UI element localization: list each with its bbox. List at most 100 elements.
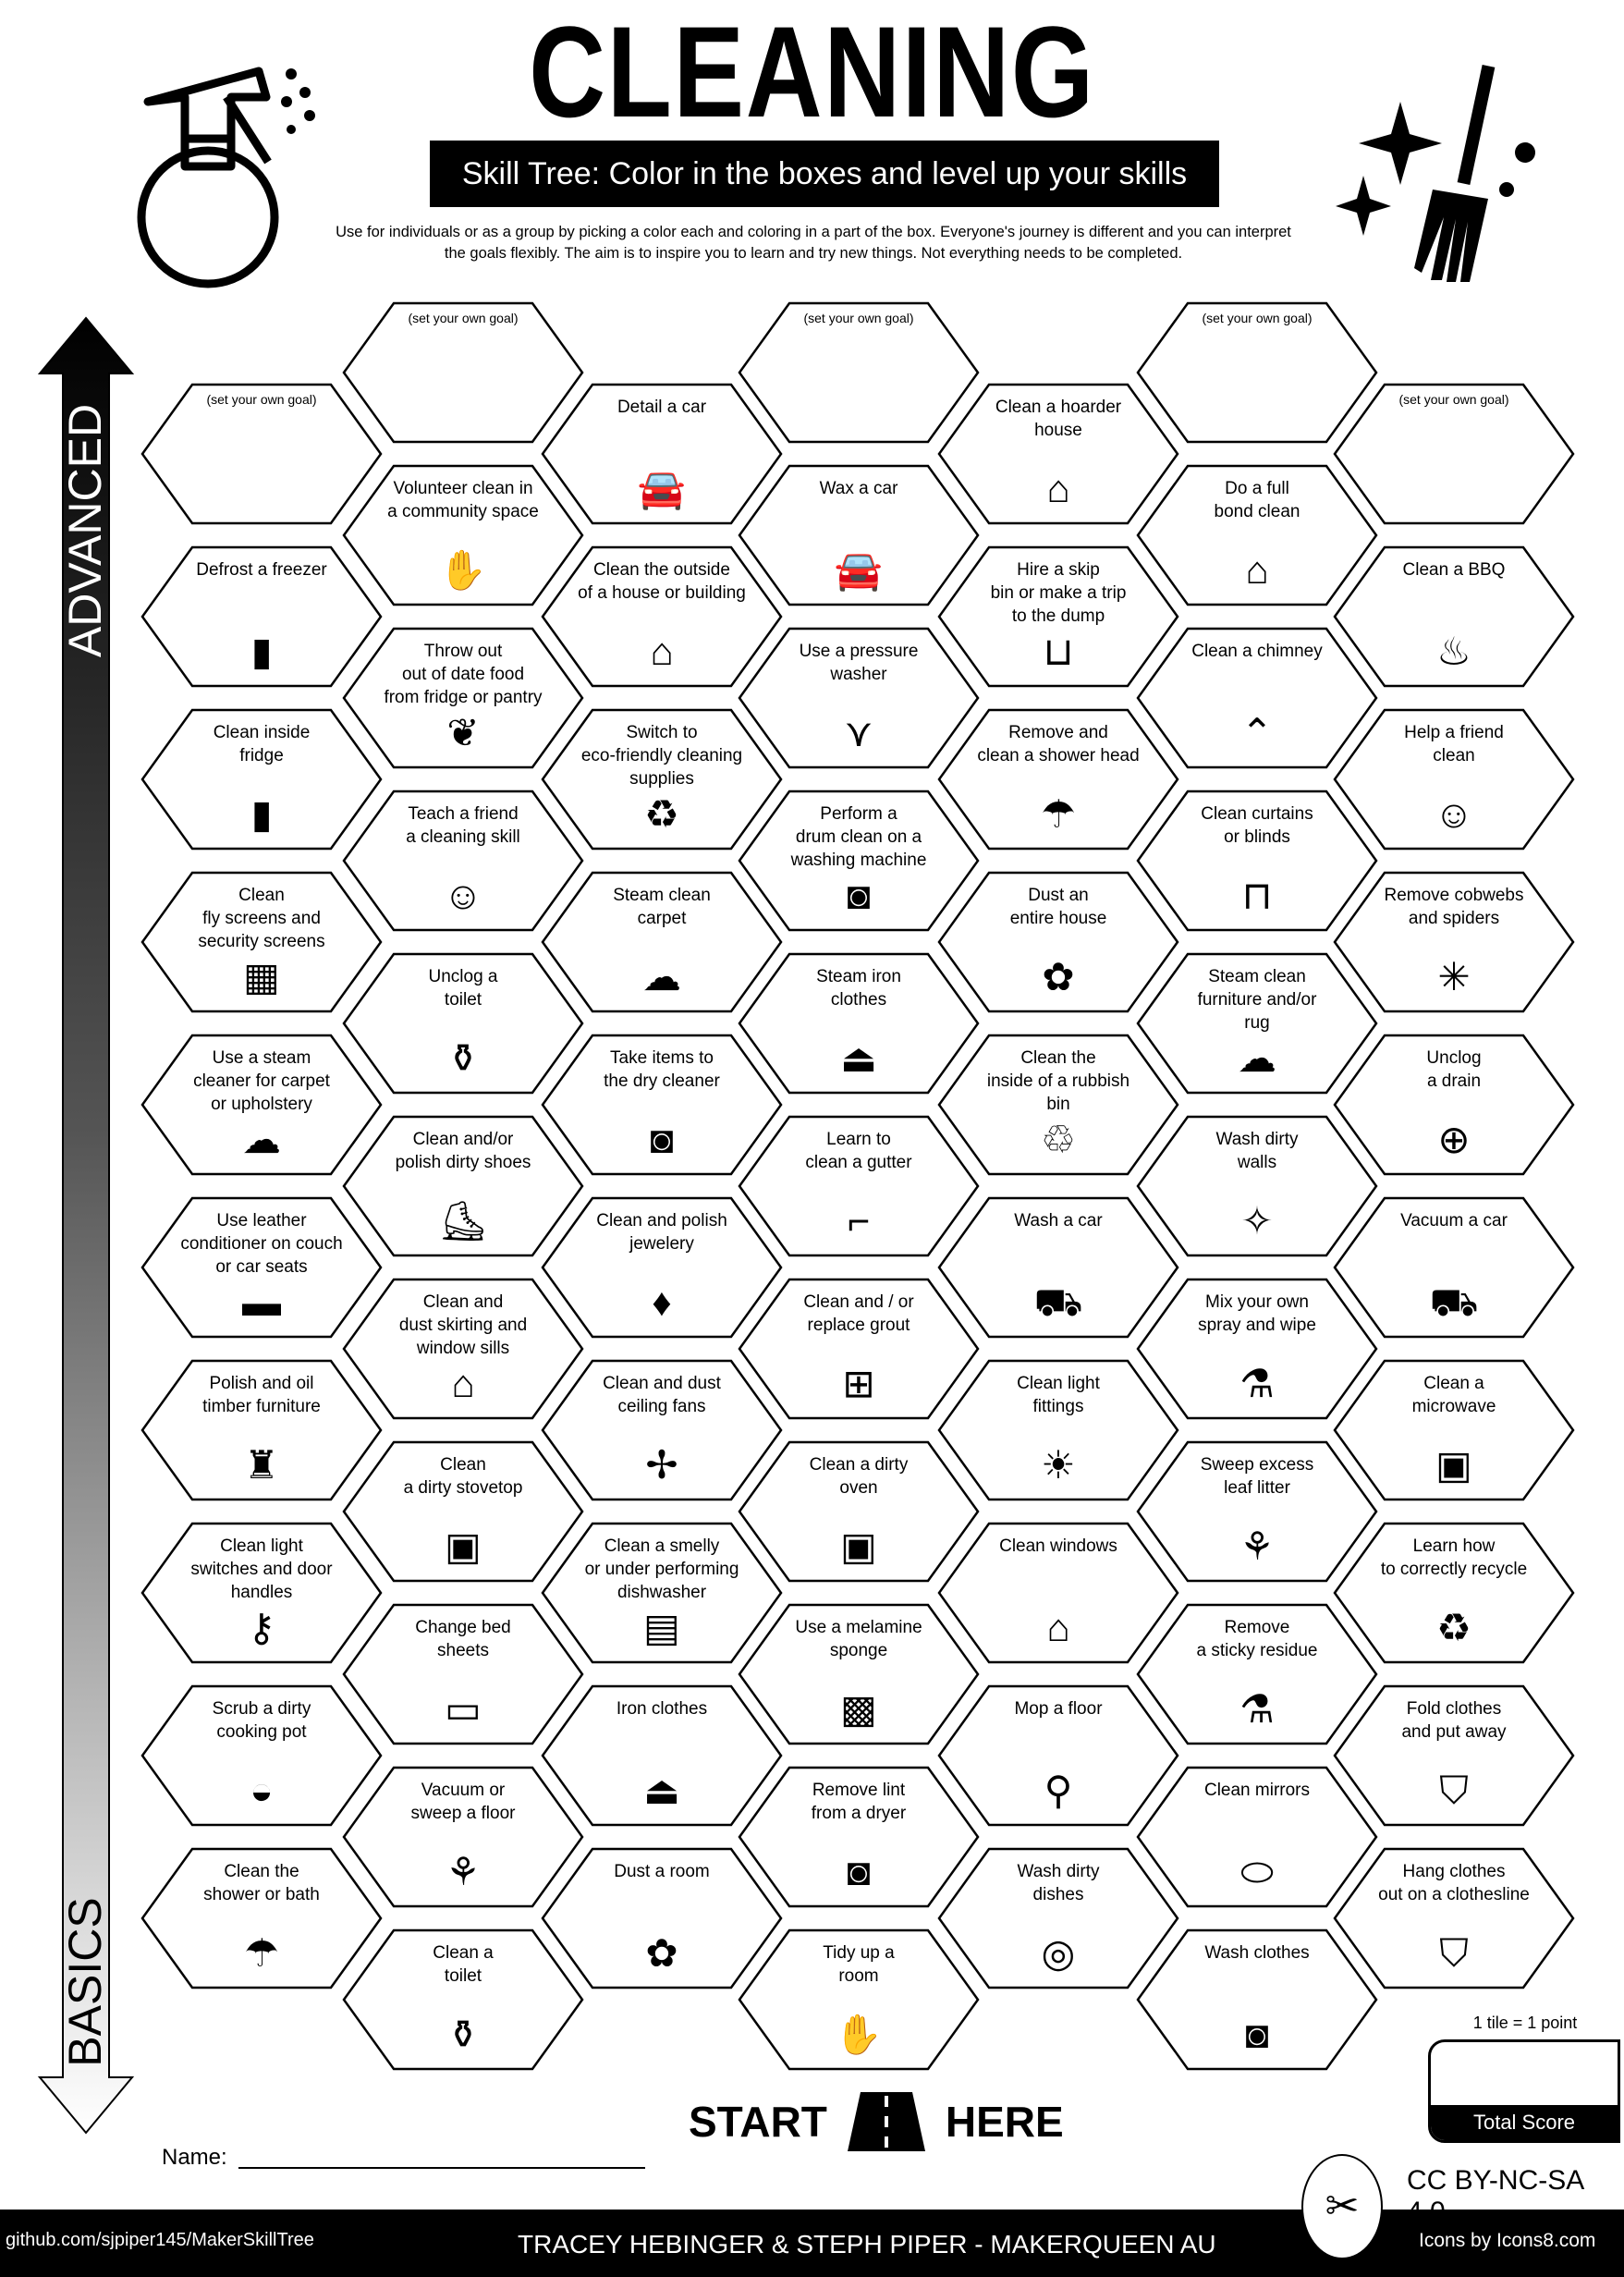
skill-tile[interactable]: Clean a BBQ ♨ xyxy=(1333,545,1575,688)
skill-tile[interactable]: Hang clothes out on a clothesline ⛉ xyxy=(1333,1847,1575,1989)
iron-icon: ⏏ xyxy=(643,1769,680,1812)
skill-tile[interactable]: Polish and oil timber furniture ♜ xyxy=(140,1359,383,1501)
skill-tile[interactable]: Clean a hoarder house ⌂ xyxy=(937,383,1179,525)
skill-tile[interactable]: Switch to eco-friendly cleaning supplies… xyxy=(541,708,783,851)
fan-icon: ✢ xyxy=(645,1443,678,1487)
skill-tile[interactable]: Learn to clean a gutter ⌐ xyxy=(738,1115,980,1257)
hexagon-outline xyxy=(937,1034,1179,1176)
hexagon-outline xyxy=(738,464,980,606)
skill-tile[interactable]: (set your own goal) xyxy=(738,301,980,444)
skill-label: Steam iron clothes xyxy=(816,967,901,1010)
skill-tile[interactable]: Clean and polish jewelery ♦ xyxy=(541,1196,783,1339)
skill-tile[interactable]: Vacuum a car ⛟ xyxy=(1333,1196,1575,1339)
github-link[interactable]: github.com/sjpiper145/MakerSkillTree xyxy=(6,2230,314,2250)
skill-tile[interactable]: Clean a dirty stovetop ▣ xyxy=(342,1440,584,1583)
skill-tile[interactable]: Clean mirrors ⬭ xyxy=(1136,1766,1378,1908)
skill-tile[interactable]: Clean a smelly or under performing dishw… xyxy=(541,1522,783,1664)
skill-tile[interactable]: (set your own goal) xyxy=(140,383,383,525)
skill-tile[interactable]: Clean light switches and door handles ⚷ xyxy=(140,1522,383,1664)
skill-tile[interactable]: Remove lint from a dryer ◙ xyxy=(738,1766,980,1908)
skill-tile[interactable]: Unclog a drain ⊕ xyxy=(1333,1034,1575,1176)
total-score-box[interactable]: Total Score xyxy=(1428,2039,1620,2143)
skill-tile[interactable]: Use a pressure washer ⋎ xyxy=(738,627,980,769)
skill-tile[interactable]: Iron clothes ⏏ xyxy=(541,1684,783,1827)
skill-tile[interactable]: Clean light fittings ☀ xyxy=(937,1359,1179,1501)
skill-label: Learn how to correctly recycle xyxy=(1380,1536,1528,1579)
skill-tile[interactable]: Dust an entire house ✿ xyxy=(937,871,1179,1013)
skill-tile[interactable]: Use a steam cleaner for carpet or uphols… xyxy=(140,1034,383,1176)
skill-tile[interactable]: Mix your own spray and wipe ⚗ xyxy=(1136,1278,1378,1420)
skill-tile[interactable]: Clean a dirty oven ▣ xyxy=(738,1440,980,1583)
icons-credit[interactable]: Icons by Icons8.com xyxy=(1419,2230,1596,2251)
skill-tile[interactable]: Unclog a toilet ⚱ xyxy=(342,952,584,1095)
fridge-icon: ▮ xyxy=(250,792,273,836)
skill-tile[interactable]: Tidy up a room ✋ xyxy=(738,1928,980,2071)
skill-tile[interactable]: Clean inside fridge ▮ xyxy=(140,708,383,851)
skill-tile[interactable]: Clean the shower or bath ☂ xyxy=(140,1847,383,1989)
skill-tile[interactable]: Help a friend clean ☺ xyxy=(1333,708,1575,851)
skill-tile[interactable]: Fold clothes and put away ⛉ xyxy=(1333,1684,1575,1827)
skill-tile[interactable]: Hire a skip bin or make a trip to the du… xyxy=(937,545,1179,688)
skill-tile[interactable]: Clean and / or replace grout ⊞ xyxy=(738,1278,980,1420)
name-label: Name: xyxy=(162,2145,227,2170)
skill-tile[interactable]: Volunteer clean in a community space ✋ xyxy=(342,464,584,606)
skill-tile[interactable]: Take items to the dry cleaner ◙ xyxy=(541,1034,783,1176)
skill-tile[interactable]: Do a full bond clean ⌂ xyxy=(1136,464,1378,606)
skill-tile[interactable]: Throw out out of date food from fridge o… xyxy=(342,627,584,769)
skill-tile[interactable]: Change bed sheets ▭ xyxy=(342,1603,584,1745)
skill-tile[interactable]: Steam clean carpet ☁ xyxy=(541,871,783,1013)
hands-sparkle-icon: ✋ xyxy=(834,2013,884,2056)
skill-tile[interactable]: Use leather conditioner on couch or car … xyxy=(140,1196,383,1339)
hexagon-outline xyxy=(140,1847,383,1989)
skill-tile[interactable]: (set your own goal) xyxy=(342,301,584,444)
skill-tile[interactable]: Wash a car ⛟ xyxy=(937,1196,1179,1339)
skill-tile[interactable]: Dust a room ✿ xyxy=(541,1847,783,1989)
skill-tile[interactable]: Teach a friend a cleaning skill ☺ xyxy=(342,790,584,932)
skill-label: Use a melamine sponge xyxy=(795,1618,922,1660)
name-field[interactable] xyxy=(238,2167,645,2169)
skill-tile[interactable]: Detail a car 🚘 xyxy=(541,383,783,525)
skill-tile[interactable]: Sweep excess leaf litter ⚘ xyxy=(1136,1440,1378,1583)
skill-tile[interactable]: Clean a chimney ⌃ xyxy=(1136,627,1378,769)
door-handle-icon: ⚷ xyxy=(247,1606,276,1649)
skill-label: Volunteer clean in a community space xyxy=(387,479,539,521)
pressure-washer-icon: ⋎ xyxy=(844,711,873,754)
skill-tile[interactable]: Clean a microwave ▣ xyxy=(1333,1359,1575,1501)
hexagon-outline xyxy=(541,545,783,688)
skill-label: Clean a hoarder house xyxy=(995,398,1122,440)
skill-tile[interactable]: Defrost a freezer ▮ xyxy=(140,545,383,688)
oven-icon: ▣ xyxy=(840,1524,877,1568)
skill-tile[interactable]: Steam iron clothes ⏏ xyxy=(738,952,980,1095)
skill-tile[interactable]: Wash dirty dishes ◎ xyxy=(937,1847,1179,1989)
skill-tile[interactable]: (set your own goal) xyxy=(1136,301,1378,444)
skill-label: Clean a toilet xyxy=(433,1943,494,1986)
hexagon-outline xyxy=(342,1928,584,2071)
light-bulb-icon: ☀ xyxy=(1041,1443,1076,1487)
skill-tile[interactable]: Clean and dust skirting and window sills… xyxy=(342,1278,584,1420)
skill-tile[interactable]: Clean fly screens and security screens ▦ xyxy=(140,871,383,1013)
hexagon-outline xyxy=(541,1034,783,1176)
skill-tile[interactable]: Clean a toilet ⚱ xyxy=(342,1928,584,2071)
skill-tile[interactable]: Wash dirty walls ✧ xyxy=(1136,1115,1378,1257)
skill-tile[interactable]: Learn how to correctly recycle ♻ xyxy=(1333,1522,1575,1664)
skill-tile[interactable]: (set your own goal) xyxy=(1333,383,1575,525)
skill-tile[interactable]: Clean the inside of a rubbish bin ♲ xyxy=(937,1034,1179,1176)
skill-tile[interactable]: Clean windows ⌂ xyxy=(937,1522,1179,1664)
skill-tile[interactable]: Mop a floor ⚲ xyxy=(937,1684,1179,1827)
skill-tile[interactable]: Remove and clean a shower head ☂ xyxy=(937,708,1179,851)
skill-tile[interactable]: Steam clean furniture and/or rug ☁ xyxy=(1136,952,1378,1095)
skill-tile[interactable]: Vacuum or sweep a floor ⚘ xyxy=(342,1766,584,1908)
hexagon-outline xyxy=(1136,1278,1378,1420)
mop-icon: ⚲ xyxy=(1044,1769,1073,1812)
skill-tile[interactable]: Scrub a dirty cooking pot ◒ xyxy=(140,1684,383,1827)
skill-tile[interactable]: Perform a drum clean on a washing machin… xyxy=(738,790,980,932)
skill-tile[interactable]: Wash clothes ◙ xyxy=(1136,1928,1378,2071)
skill-tile[interactable]: Use a melamine sponge ▩ xyxy=(738,1603,980,1745)
skill-tile[interactable]: Wax a car 🚘 xyxy=(738,464,980,606)
skill-tile[interactable]: Clean and dust ceiling fans ✢ xyxy=(541,1359,783,1501)
skill-tile[interactable]: Clean and/or polish dirty shoes ⛸ xyxy=(342,1115,584,1257)
skill-tile[interactable]: Remove cobwebs and spiders ✳ xyxy=(1333,871,1575,1013)
skill-tile[interactable]: Remove a sticky residue ⚗ xyxy=(1136,1603,1378,1745)
skill-tile[interactable]: Clean curtains or blinds ⊓ xyxy=(1136,790,1378,932)
skill-tile[interactable]: Clean the outside of a house or building… xyxy=(541,545,783,688)
